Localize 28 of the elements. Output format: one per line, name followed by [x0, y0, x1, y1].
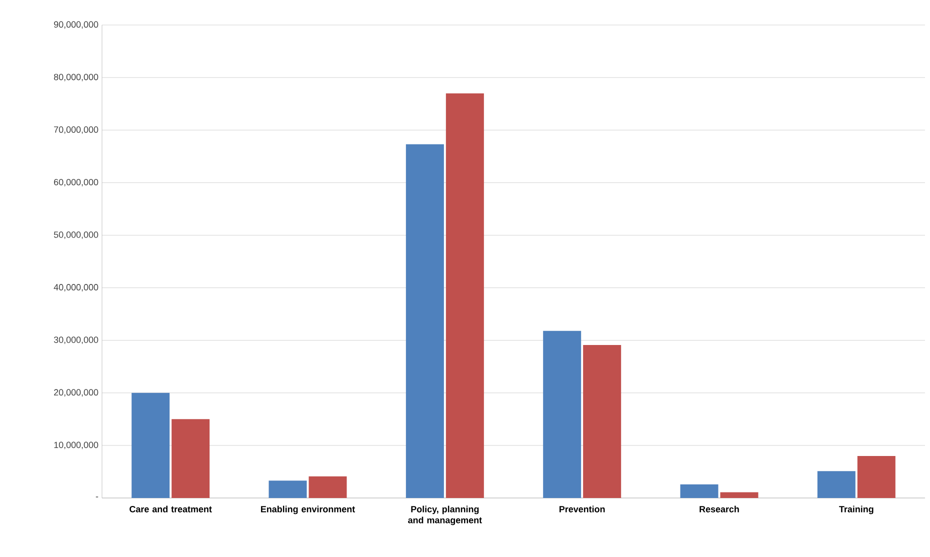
bar	[172, 419, 210, 498]
bar	[583, 345, 622, 498]
x-tick-label: Enabling environment	[261, 506, 355, 514]
x-tick-label: Research	[700, 506, 739, 512]
y-tick-label: 20,000,000	[54, 389, 98, 397]
x-tick-label: Care and treatment	[130, 506, 212, 512]
bar	[720, 492, 758, 498]
y-tick-label: -	[96, 496, 98, 498]
y-tick-label: 70,000,000	[54, 126, 98, 134]
x-tick-label: Policy, planning and management	[408, 506, 482, 526]
y-tick-label: 30,000,000	[54, 336, 98, 344]
bar	[543, 330, 582, 498]
x-tick-label: Training	[839, 506, 874, 514]
y-tick-label: 80,000,000	[54, 74, 98, 82]
y-tick-label: 10,000,000	[54, 442, 98, 450]
y-tick-label: 40,000,000	[54, 284, 98, 292]
bar	[817, 471, 856, 498]
bar	[857, 456, 896, 498]
bar	[132, 392, 170, 498]
bar	[446, 93, 484, 498]
y-tick-label: 60,000,000	[54, 178, 98, 186]
bar	[406, 144, 444, 498]
x-tick-label: Prevention	[560, 506, 605, 512]
y-tick-label: 50,000,000	[54, 232, 98, 239]
bar	[268, 480, 307, 498]
y-tick-label: 90,000,000	[54, 21, 98, 29]
bar	[680, 484, 718, 498]
bar	[308, 476, 347, 498]
